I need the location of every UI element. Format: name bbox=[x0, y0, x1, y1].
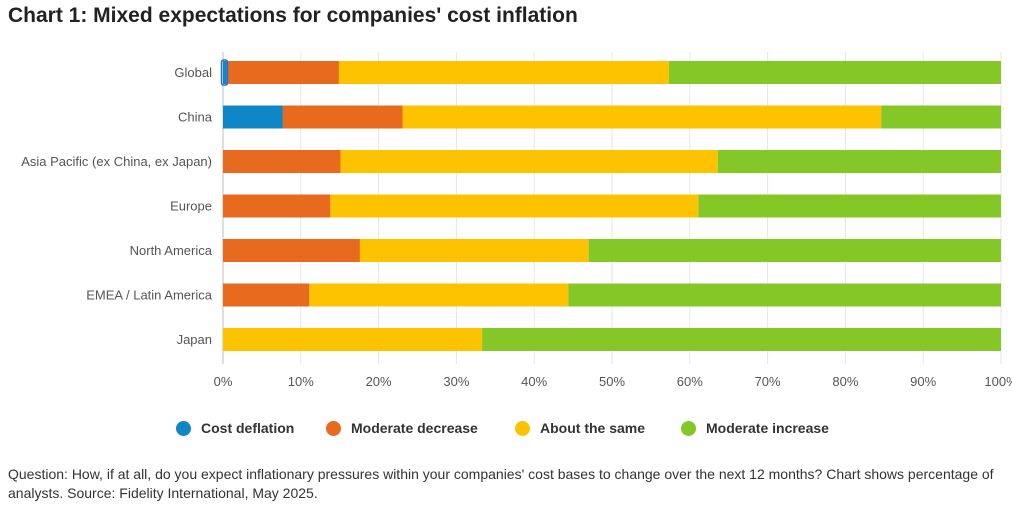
x-tick-label: 90% bbox=[910, 374, 936, 389]
x-tick-label: 30% bbox=[443, 374, 469, 389]
bar-segment[interactable] bbox=[223, 239, 360, 262]
legend-item[interactable]: Cost deflation bbox=[176, 418, 294, 438]
bar-segment[interactable] bbox=[338, 61, 669, 84]
x-tick-label: 80% bbox=[832, 374, 858, 389]
x-tick-label: 0% bbox=[214, 374, 233, 389]
bar-segment[interactable] bbox=[359, 239, 589, 262]
x-tick-label: 100% bbox=[984, 374, 1012, 389]
bar-segment[interactable] bbox=[223, 150, 341, 173]
hover-highlight bbox=[220, 59, 229, 86]
bar-segment[interactable] bbox=[226, 61, 339, 84]
bar-segment[interactable] bbox=[309, 283, 569, 307]
category-label: Asia Pacific (ex China, ex Japan) bbox=[21, 154, 212, 169]
bar-segment[interactable] bbox=[881, 105, 1001, 129]
category-label: Global bbox=[174, 65, 212, 80]
legend-item[interactable]: Moderate increase bbox=[681, 418, 829, 438]
x-tick-label: 40% bbox=[521, 374, 547, 389]
bar-segment[interactable] bbox=[588, 239, 1001, 262]
x-tick-label: 70% bbox=[755, 374, 781, 389]
legend-swatch-icon bbox=[681, 420, 696, 436]
legend-label: About the same bbox=[540, 420, 646, 436]
bar-segment[interactable] bbox=[282, 105, 403, 129]
chart-footnote: Question: How, if at all, do you expect … bbox=[8, 466, 994, 501]
legend-label: Moderate decrease bbox=[351, 420, 478, 436]
x-tick-label: 60% bbox=[677, 374, 703, 389]
bar-segment[interactable] bbox=[668, 61, 1001, 84]
bar-segment[interactable] bbox=[223, 328, 483, 351]
legend-label: Cost deflation bbox=[201, 420, 295, 436]
legend-swatch-icon bbox=[515, 420, 530, 436]
x-tick-label: 50% bbox=[599, 374, 625, 389]
legend-label: Moderate increase bbox=[706, 420, 829, 436]
category-label: North America bbox=[130, 243, 213, 258]
x-tick-label: 10% bbox=[288, 374, 314, 389]
legend-swatch-icon bbox=[326, 420, 341, 436]
x-tick-label: 20% bbox=[366, 374, 392, 389]
bar-segment[interactable] bbox=[717, 150, 1001, 173]
category-label: China bbox=[178, 110, 213, 125]
bar-segment[interactable] bbox=[223, 283, 310, 307]
bar-segment[interactable] bbox=[402, 105, 882, 129]
category-label: Europe bbox=[170, 199, 212, 214]
bar-segment[interactable] bbox=[340, 150, 718, 173]
legend-item[interactable]: Moderate decrease bbox=[326, 418, 478, 438]
legend-item[interactable]: About the same bbox=[515, 418, 645, 438]
bar-segment[interactable] bbox=[482, 328, 1002, 351]
bar-segment[interactable] bbox=[223, 194, 331, 218]
bar-segment[interactable] bbox=[223, 61, 227, 84]
category-label: EMEA / Latin America bbox=[86, 288, 212, 303]
bar-chart: 0% 10% 20% 30% 40% 50% 60% 70% 80% 90% 100% Global C… bbox=[21, 52, 1012, 389]
legend-swatch-icon bbox=[176, 420, 191, 436]
bar-segment[interactable] bbox=[330, 194, 699, 218]
bar-segment[interactable] bbox=[223, 105, 283, 129]
chart-legend: Cost deflation Moderate decrease About the… bbox=[0, 418, 1012, 440]
bar-segment[interactable] bbox=[698, 194, 1001, 218]
bar-segment[interactable] bbox=[568, 283, 1001, 307]
chart-title: Chart 1: Mixed expectations for companie… bbox=[8, 4, 578, 27]
category-label: Japan bbox=[177, 332, 212, 347]
